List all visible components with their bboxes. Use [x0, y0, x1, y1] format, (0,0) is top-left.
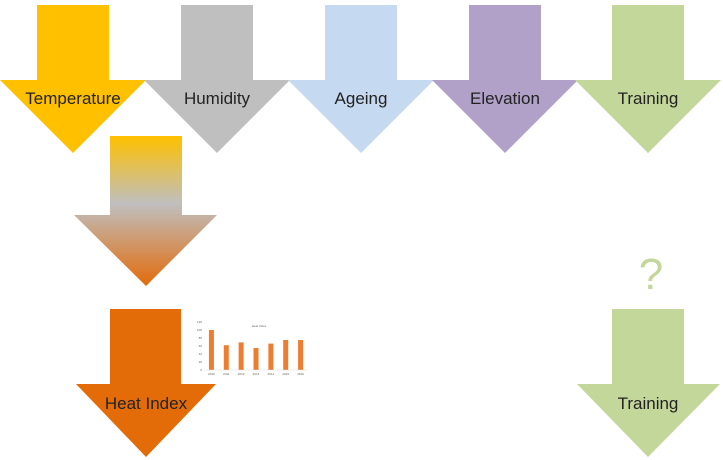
mini-chart-xtick: 2012 — [238, 372, 245, 376]
mini-chart-bar — [298, 340, 304, 370]
mini-chart-xtick: 2013 — [253, 372, 260, 376]
factor-arrow-humidity: Humidity — [144, 5, 290, 153]
mini-chart-bar — [208, 330, 214, 370]
mini-chart-ytick: 80 — [199, 336, 203, 340]
mini-chart-ytick: 0 — [200, 368, 202, 372]
mini-chart-xtick: 2015 — [282, 372, 289, 376]
mini-chart-bar — [238, 342, 244, 370]
heat-index-label: Heat Index — [105, 394, 188, 413]
factor-label-humidity: Humidity — [184, 89, 251, 108]
factor-label-temperature: Temperature — [25, 89, 120, 108]
mini-chart-xtick: 2014 — [268, 372, 275, 376]
question-mark: ? — [639, 250, 663, 299]
heat-index-arrow: Heat Index — [76, 309, 216, 457]
factor-arrow-temperature: Temperature — [0, 5, 146, 153]
factor-arrow-ageing: Ageing — [288, 5, 434, 153]
factor-arrow-training: Training — [575, 5, 721, 153]
mini-chart-xtick: 2016 — [297, 372, 304, 376]
result-training-arrow: Training — [577, 309, 720, 457]
mini-chart-ytick: 100 — [197, 328, 202, 332]
mini-chart-xtick: 2011 — [223, 372, 230, 376]
factor-label-ageing: Ageing — [335, 89, 388, 108]
mini-chart-bar — [253, 348, 259, 370]
mini-chart-bar — [283, 340, 289, 370]
mini-chart-xtick: 2010 — [208, 372, 215, 376]
mini-chart-ytick: 60 — [199, 344, 203, 348]
factor-label-training: Training — [618, 89, 679, 108]
mini-chart-bar — [268, 343, 274, 370]
mini-chart: Heat Index 0 20 40 60 80 100 120 2010 2011 2012 20… — [197, 316, 312, 382]
mini-chart-bar — [223, 345, 229, 370]
mini-chart-title: Heat Index — [252, 324, 267, 328]
mini-chart-ytick: 120 — [197, 320, 202, 324]
mini-chart-ytick: 40 — [199, 352, 203, 356]
factor-label-elevation: Elevation — [470, 89, 540, 108]
factor-arrow-elevation: Elevation — [432, 5, 578, 153]
result-training-label: Training — [618, 394, 679, 413]
combined-gradient-arrow — [74, 136, 217, 286]
mini-chart-ytick: 20 — [199, 360, 203, 364]
